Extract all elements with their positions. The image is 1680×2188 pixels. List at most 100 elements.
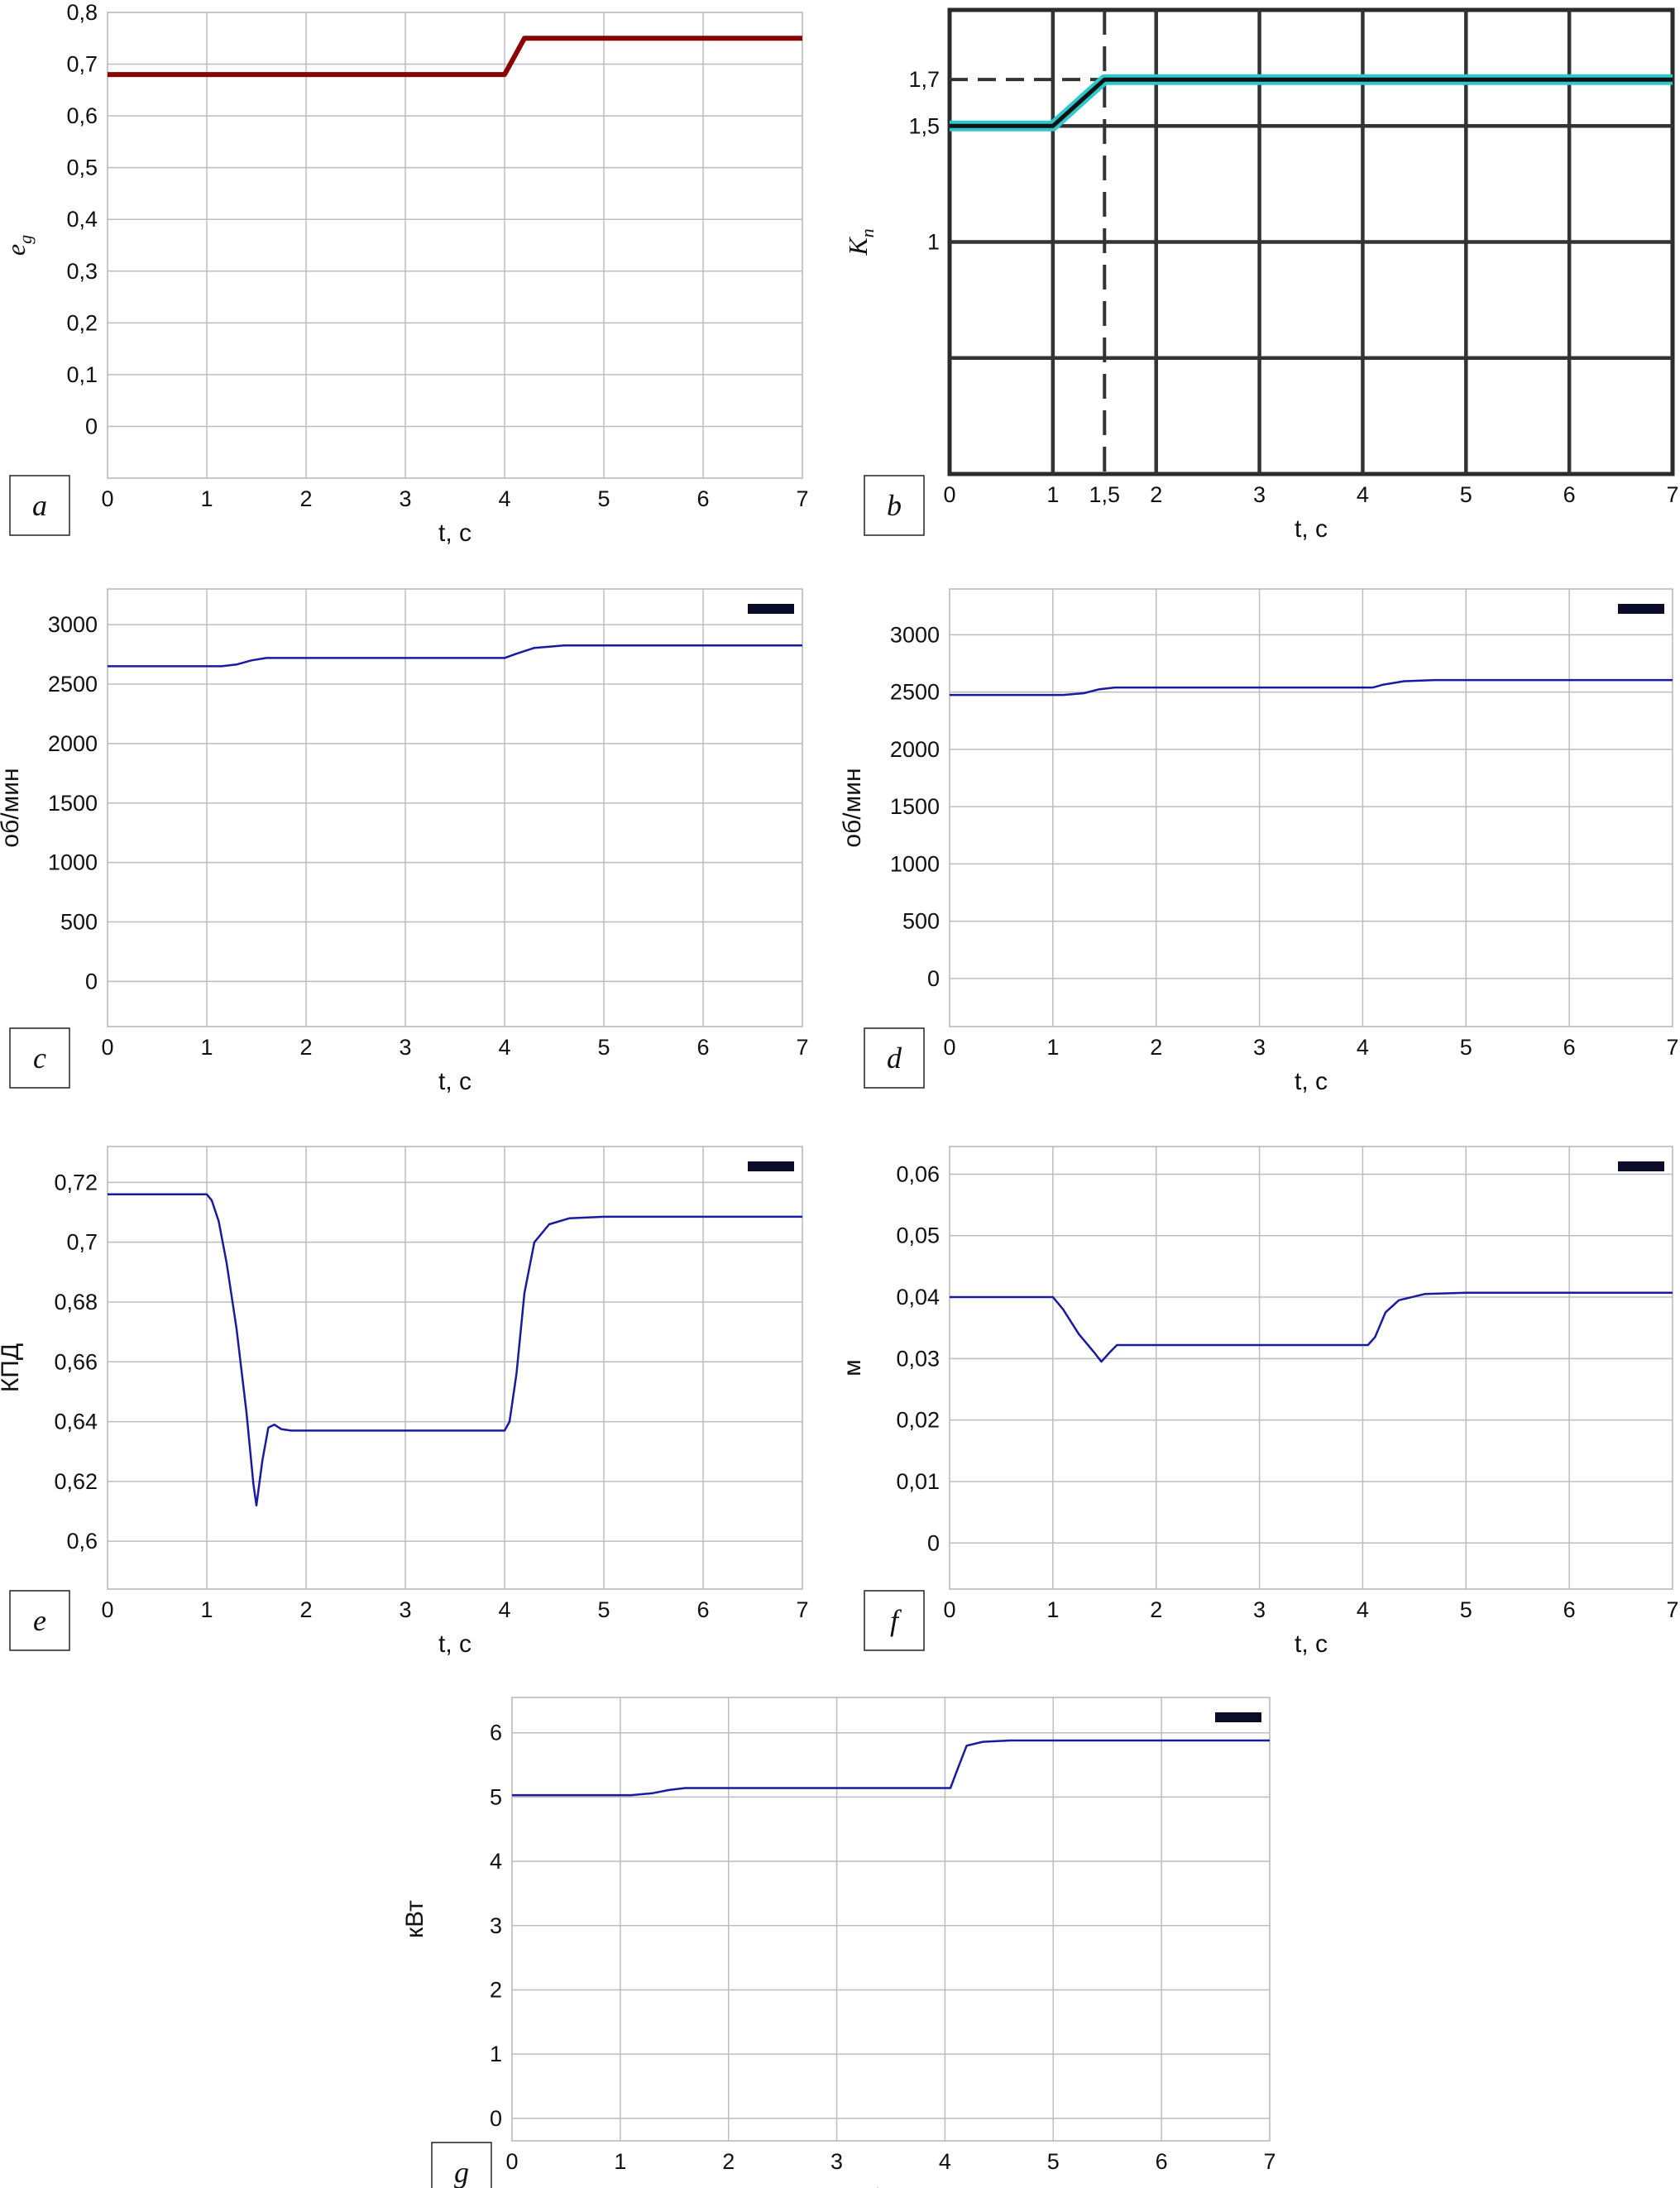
legend-box (748, 604, 794, 614)
y-tick-label: 0,03 (896, 1346, 940, 1371)
x-tick-label: 1 (200, 486, 213, 511)
chart-d: 0 1 2 3 4 5 6 7 3000 2500 2000 1500 1000 500 0 t, c об/м… (839, 588, 1679, 1095)
x-tick-label: 5 (1460, 1035, 1472, 1060)
plot-area (511, 1697, 1271, 2142)
y-tick-label: 0,06 (896, 1161, 940, 1186)
y-tick-label: 3000 (48, 612, 98, 637)
series-line (108, 644, 802, 668)
y-axis-label: об/мин (839, 768, 866, 847)
x-tick-label: 7 (1666, 482, 1678, 507)
plot-area (949, 1146, 1673, 1590)
y-tick-label: 0,04 (896, 1285, 940, 1309)
chart-c: 0 1 2 3 4 5 6 7 3000 2500 2000 1500 1000 500 0 t, c об/м… (0, 588, 809, 1095)
y-tick-label: 500 (60, 910, 98, 935)
panel-label: b (887, 489, 902, 522)
x-tick-label: 1,5 (1089, 482, 1121, 507)
chart-a: 0 1 2 3 4 5 6 7 0,8 0,7 0,6 0,5 0,4 0,3 0,2 0,1 0 t, c eg a (1, 0, 809, 547)
y-tick-label: 0,01 (896, 1469, 940, 1494)
grid (108, 12, 802, 478)
panel-label-box (864, 1027, 925, 1089)
x-tick-label: 0 (101, 486, 113, 511)
x-tick-label: 0 (943, 1035, 955, 1060)
x-tick-label: 6 (696, 486, 709, 511)
panel-label-box (9, 1590, 70, 1651)
y-tick-label: 0,7 (66, 52, 98, 77)
x-tick-label: 6 (696, 1597, 709, 1622)
x-axis-label: t, c (438, 1630, 471, 1658)
x-tick-label: 0 (101, 1597, 113, 1622)
y-tick-label: 1000 (48, 850, 98, 875)
x-tick-label: 7 (796, 1035, 808, 1060)
y-tick-label: 1,7 (908, 67, 940, 92)
x-tick-label: 2 (299, 486, 312, 511)
y-tick-label: 2500 (890, 680, 940, 705)
x-tick-label: 1 (1046, 1035, 1059, 1060)
x-tick-label: 6 (1563, 482, 1576, 507)
x-tick-label: 5 (1460, 482, 1472, 507)
x-tick-label: 3 (1253, 1597, 1266, 1622)
y-tick-label: 3000 (890, 622, 940, 647)
y-tick-label: 0,6 (66, 1529, 98, 1554)
plot-area (107, 1146, 803, 1590)
y-tick-label: 2000 (890, 737, 940, 762)
y-tick-label: 5 (490, 1784, 502, 1809)
grid (108, 1147, 802, 1589)
y-axis-label: Kп (843, 228, 878, 256)
x-tick-label: 2 (722, 2149, 735, 2174)
x-tick-label: 6 (1563, 1035, 1576, 1060)
y-tick-label: 0,1 (66, 362, 98, 387)
x-tick-label: 1 (614, 2149, 626, 2174)
y-tick-label: 2000 (48, 731, 98, 756)
y-tick-label: 3 (490, 1913, 502, 1938)
y-tick-label: 0,7 (66, 1230, 98, 1255)
series-line (950, 678, 1673, 697)
series-line (108, 1193, 802, 1507)
x-tick-label: 4 (498, 1035, 510, 1060)
panel-label-box (9, 1027, 70, 1089)
y-tick-label: 1 (927, 230, 940, 255)
y-axis-label: кВт (401, 1900, 428, 1938)
series-line (108, 36, 802, 78)
x-tick-label: 0 (943, 1597, 955, 1622)
y-tick-label: 500 (902, 909, 940, 934)
y-tick-label: 0 (927, 966, 940, 991)
legend-box (748, 1161, 794, 1171)
y-tick-label: 0,68 (54, 1290, 98, 1314)
x-tick-label: 0 (505, 2149, 518, 2174)
grid (512, 1697, 1270, 2141)
y-tick-label: 0,05 (896, 1223, 940, 1248)
panel-label-box (864, 475, 925, 536)
legend-box (1618, 604, 1664, 614)
x-tick-label: 2 (299, 1035, 312, 1060)
x-tick-label: 3 (399, 486, 411, 511)
y-tick-label: 0,62 (54, 1469, 98, 1494)
x-tick-label: 1 (200, 1597, 213, 1622)
y-tick-label: 0 (927, 1530, 940, 1555)
x-tick-label: 7 (796, 486, 808, 511)
y-axis-label: eg (1, 235, 36, 256)
y-tick-label: 2500 (48, 672, 98, 697)
x-tick-label: 7 (1666, 1035, 1678, 1060)
y-tick-label: 4 (490, 1849, 502, 1874)
grid (950, 589, 1673, 1027)
x-tick-label: 2 (1150, 1035, 1162, 1060)
x-tick-label: 4 (939, 2149, 951, 2174)
x-tick-label: 2 (299, 1597, 312, 1622)
plot-area (107, 588, 803, 1027)
x-tick-label: 3 (399, 1597, 411, 1622)
y-axis-label: об/мин (0, 768, 24, 847)
x-tick-label: 3 (1253, 1035, 1266, 1060)
x-tick-label: 7 (796, 1597, 808, 1622)
chart-e: 0 1 2 3 4 5 6 7 0,72 0,7 0,68 0,66 0,64 0,62 0,6 t, c КП… (0, 1146, 809, 1658)
x-tick-label: 5 (1460, 1597, 1472, 1622)
x-tick-label: 1 (1046, 1597, 1059, 1622)
plot-area (107, 12, 803, 479)
x-axis-label: t, c (438, 519, 471, 547)
panel-label: c (33, 1041, 46, 1075)
x-axis-label: t, c (1295, 515, 1328, 543)
y-tick-label: 2 (490, 1977, 502, 2002)
x-tick-label: 6 (696, 1035, 709, 1060)
grid (950, 10, 1673, 474)
